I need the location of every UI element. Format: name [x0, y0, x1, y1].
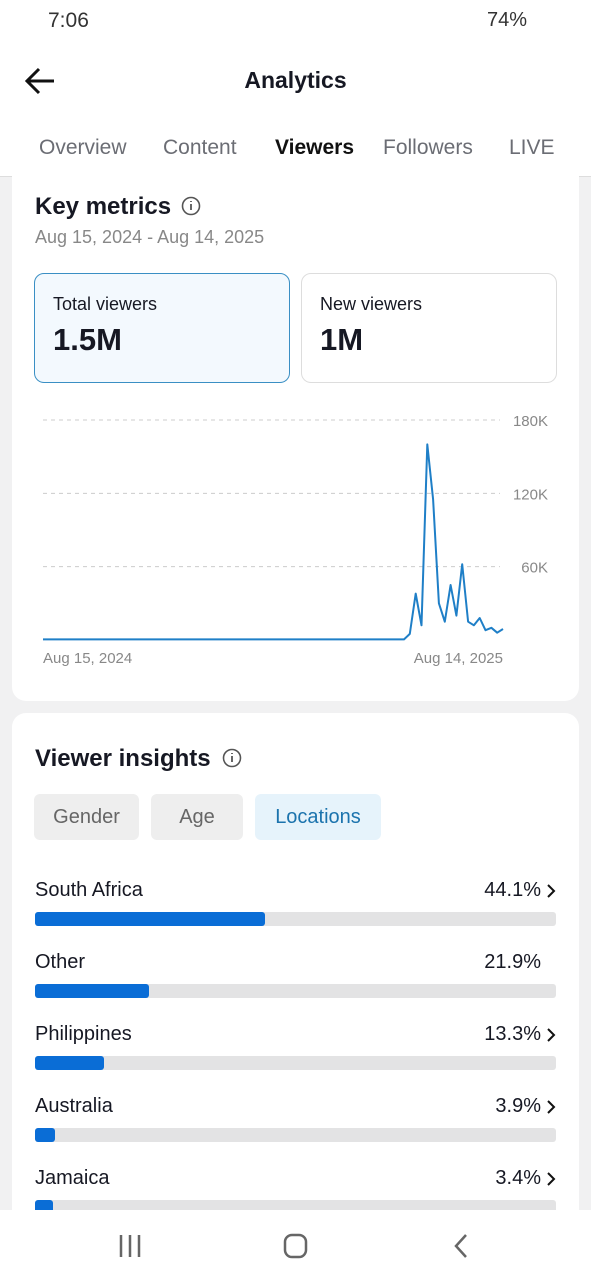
top-area [0, 0, 591, 176]
chevron[interactable] [544, 1171, 558, 1187]
section-title: Viewer insights [35, 745, 211, 772]
location-name: Australia [35, 1095, 113, 1117]
date-range: Aug 15, 2024 - Aug 14, 2025 [35, 227, 265, 247]
location-percent: 3.4% [495, 1167, 541, 1189]
bar-track [35, 1056, 556, 1070]
bar [35, 1056, 105, 1070]
tab[interactable]: Content [163, 136, 237, 159]
bar [35, 984, 150, 998]
location-percent: 44.1% [484, 879, 541, 901]
location-name: Philippines [35, 1023, 132, 1045]
y-tick-label: 180K [513, 413, 548, 430]
metric-card[interactable] [34, 273, 290, 383]
x-tick-label: Aug 15, 2024 [43, 650, 132, 667]
metric-value: 1M [320, 322, 364, 357]
tab[interactable]: Overview [39, 136, 127, 159]
line-series [43, 443, 504, 641]
chevron[interactable] [544, 883, 558, 899]
metric-card[interactable] [301, 273, 557, 383]
metric-label: New viewers [320, 294, 423, 314]
filter-chip[interactable]: Age [151, 794, 243, 840]
tab-active[interactable]: Viewers [275, 136, 355, 159]
page-title: Analytics [244, 67, 347, 93]
nav-bar [0, 1210, 591, 1280]
chevron[interactable] [544, 1027, 558, 1043]
battery: 74% [487, 9, 528, 31]
filter-chip[interactable]: Gender [34, 794, 139, 840]
back-button[interactable] [22, 64, 58, 100]
location-percent: 21.9% [484, 951, 541, 973]
info-icon[interactable] [180, 195, 202, 217]
location-percent: 13.3% [484, 1023, 541, 1045]
bar [35, 912, 265, 926]
chevron[interactable] [544, 1099, 558, 1115]
metric-value: 1.5M [53, 322, 122, 357]
key-metrics-card [12, 170, 579, 701]
time: 7:06 [48, 9, 89, 32]
y-tick-label: 120K [513, 486, 548, 503]
line-chart: 60K 120K 180K Aug 15, 2024 Aug 14, 2025 [43, 413, 548, 667]
tab[interactable]: Followers [383, 136, 473, 159]
metric-label: Total viewers [53, 294, 158, 314]
location-name: South Africa [35, 879, 143, 901]
x-tick-label: Aug 14, 2025 [414, 650, 503, 667]
tab[interactable]: LIVE [509, 136, 555, 159]
nav-icons [119, 1233, 467, 1259]
y-tick-label: 60K [521, 560, 548, 577]
bar-track [35, 984, 556, 998]
filter-chip-active[interactable]: Locations [255, 794, 381, 840]
location-name: Other [35, 951, 86, 973]
section-title: Key metrics [35, 193, 172, 220]
info-icon[interactable] [221, 747, 243, 769]
location-percent: 3.9% [495, 1095, 541, 1117]
bar [35, 1128, 56, 1142]
location-name: Jamaica [35, 1167, 110, 1189]
bar-track [35, 1128, 556, 1142]
